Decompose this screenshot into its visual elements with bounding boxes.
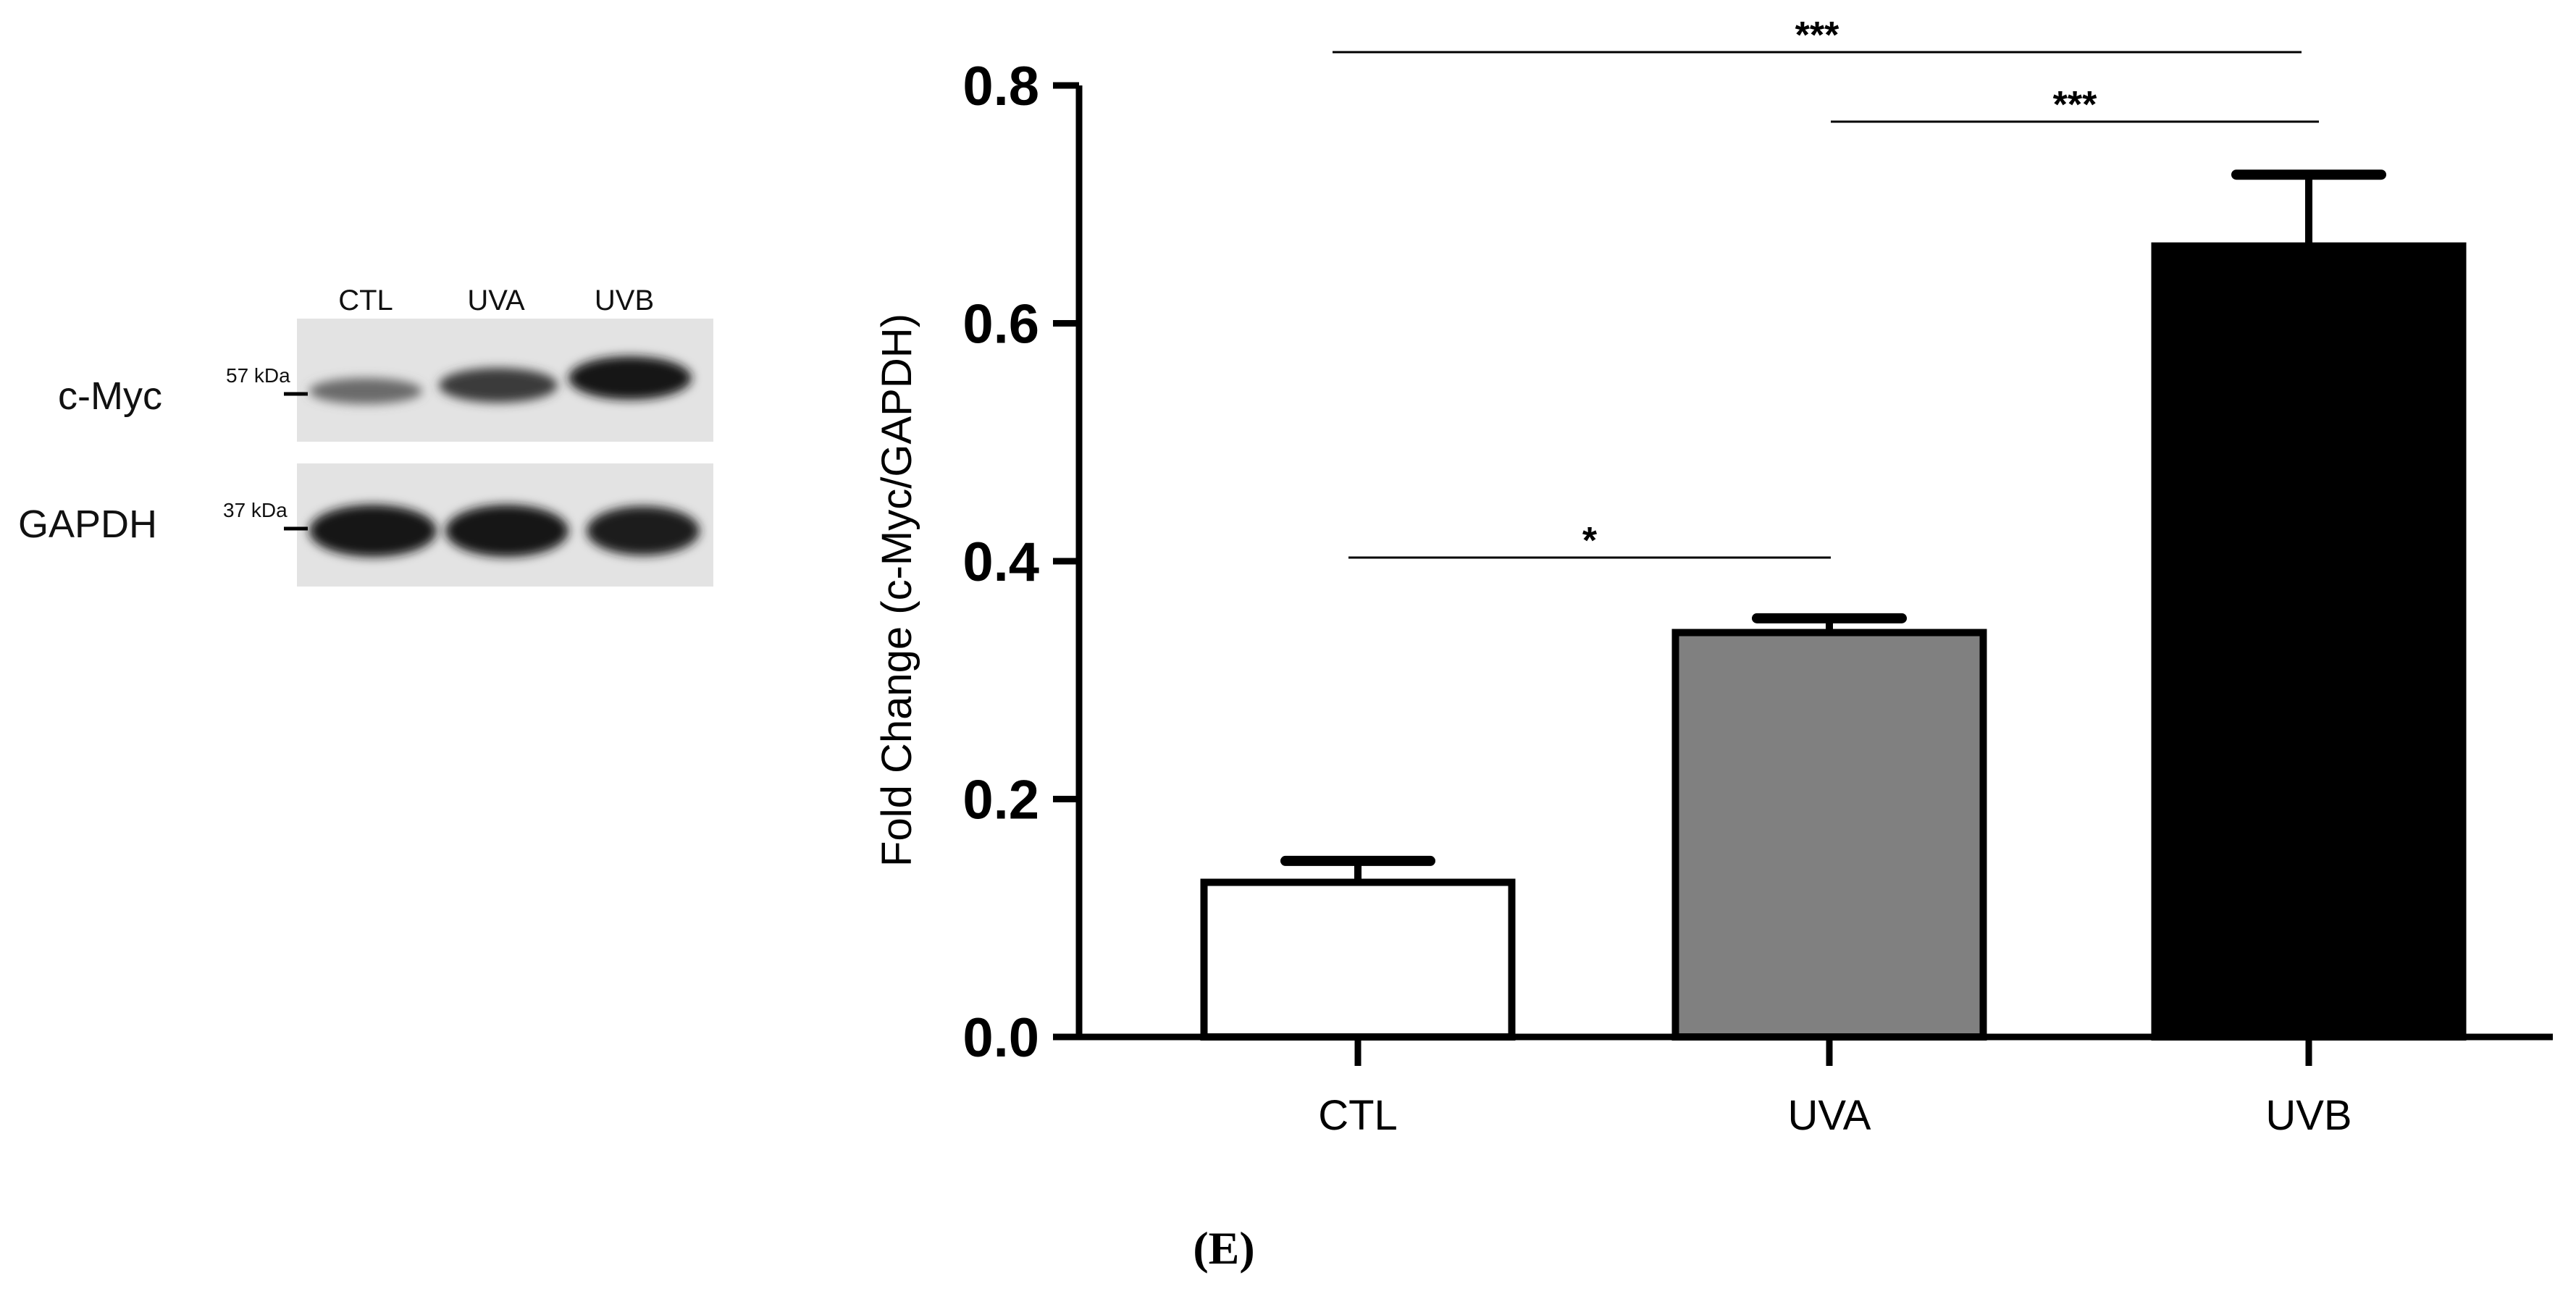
blot-band-c-myc-uvb bbox=[569, 356, 692, 400]
blot-band-gapdh-uva bbox=[445, 505, 569, 557]
y-tick-label: 0.8 bbox=[962, 56, 1039, 117]
blot-band-gapdh-uvb bbox=[587, 506, 700, 555]
y-axis-title: Fold Change (c-Myc/GAPDH) bbox=[873, 314, 920, 867]
blot-marker-label-37kda: 37 kDa bbox=[223, 499, 288, 521]
error-bars bbox=[1280, 169, 2386, 883]
significance-label-uva-uvb: *** bbox=[2053, 84, 2097, 126]
x-tick-label-uva: UVA bbox=[1788, 1092, 1871, 1139]
western-blot-panel: CTL UVA UVB c-Myc 57 kDa GAPDH 37 kDa bbox=[18, 285, 713, 587]
y-axis-ticks: 0.0 0.2 0.4 0.6 0.8 bbox=[962, 56, 1079, 1069]
panel-label: (E) bbox=[1193, 1222, 1254, 1274]
blot-lane-label-uvb: UVB bbox=[595, 285, 654, 316]
y-tick-label: 0.2 bbox=[962, 770, 1039, 831]
blot-lane-label-ctl: CTL bbox=[338, 285, 393, 316]
blot-band-c-myc-uva bbox=[439, 368, 558, 403]
blot-lane-label-uva: UVA bbox=[467, 285, 525, 316]
blot-band-gapdh-ctl bbox=[309, 505, 437, 557]
x-axis-ticks: CTL UVA UVB bbox=[1318, 1037, 2352, 1139]
y-tick-label: 0.0 bbox=[962, 1007, 1039, 1069]
x-tick-label-uvb: UVB bbox=[2265, 1092, 2351, 1139]
significance-annotations: ******* bbox=[1333, 14, 2319, 562]
blot-marker-label-57kda: 57 kDa bbox=[226, 364, 290, 387]
y-tick-label: 0.6 bbox=[962, 294, 1039, 356]
bar-uvb bbox=[2151, 242, 2467, 1041]
blot-protein-label-gapdh: GAPDH bbox=[18, 503, 157, 546]
bars bbox=[1200, 242, 2467, 1041]
bar-uva bbox=[1671, 629, 1987, 1041]
significance-label-ctl-uvb: *** bbox=[1795, 14, 1839, 56]
significance-label-ctl-uva: * bbox=[1582, 520, 1598, 562]
bar-chart: 0.00.20.40.60.8 CTL UVA UVB ******* Fold C… bbox=[873, 14, 2553, 1139]
bar-ctl bbox=[1200, 878, 1516, 1041]
blot-protein-label-c-myc: c-Myc bbox=[58, 374, 162, 418]
blot-band-c-myc-ctl bbox=[309, 378, 422, 404]
x-tick-label-ctl: CTL bbox=[1318, 1092, 1398, 1139]
y-tick-label: 0.4 bbox=[962, 532, 1039, 593]
